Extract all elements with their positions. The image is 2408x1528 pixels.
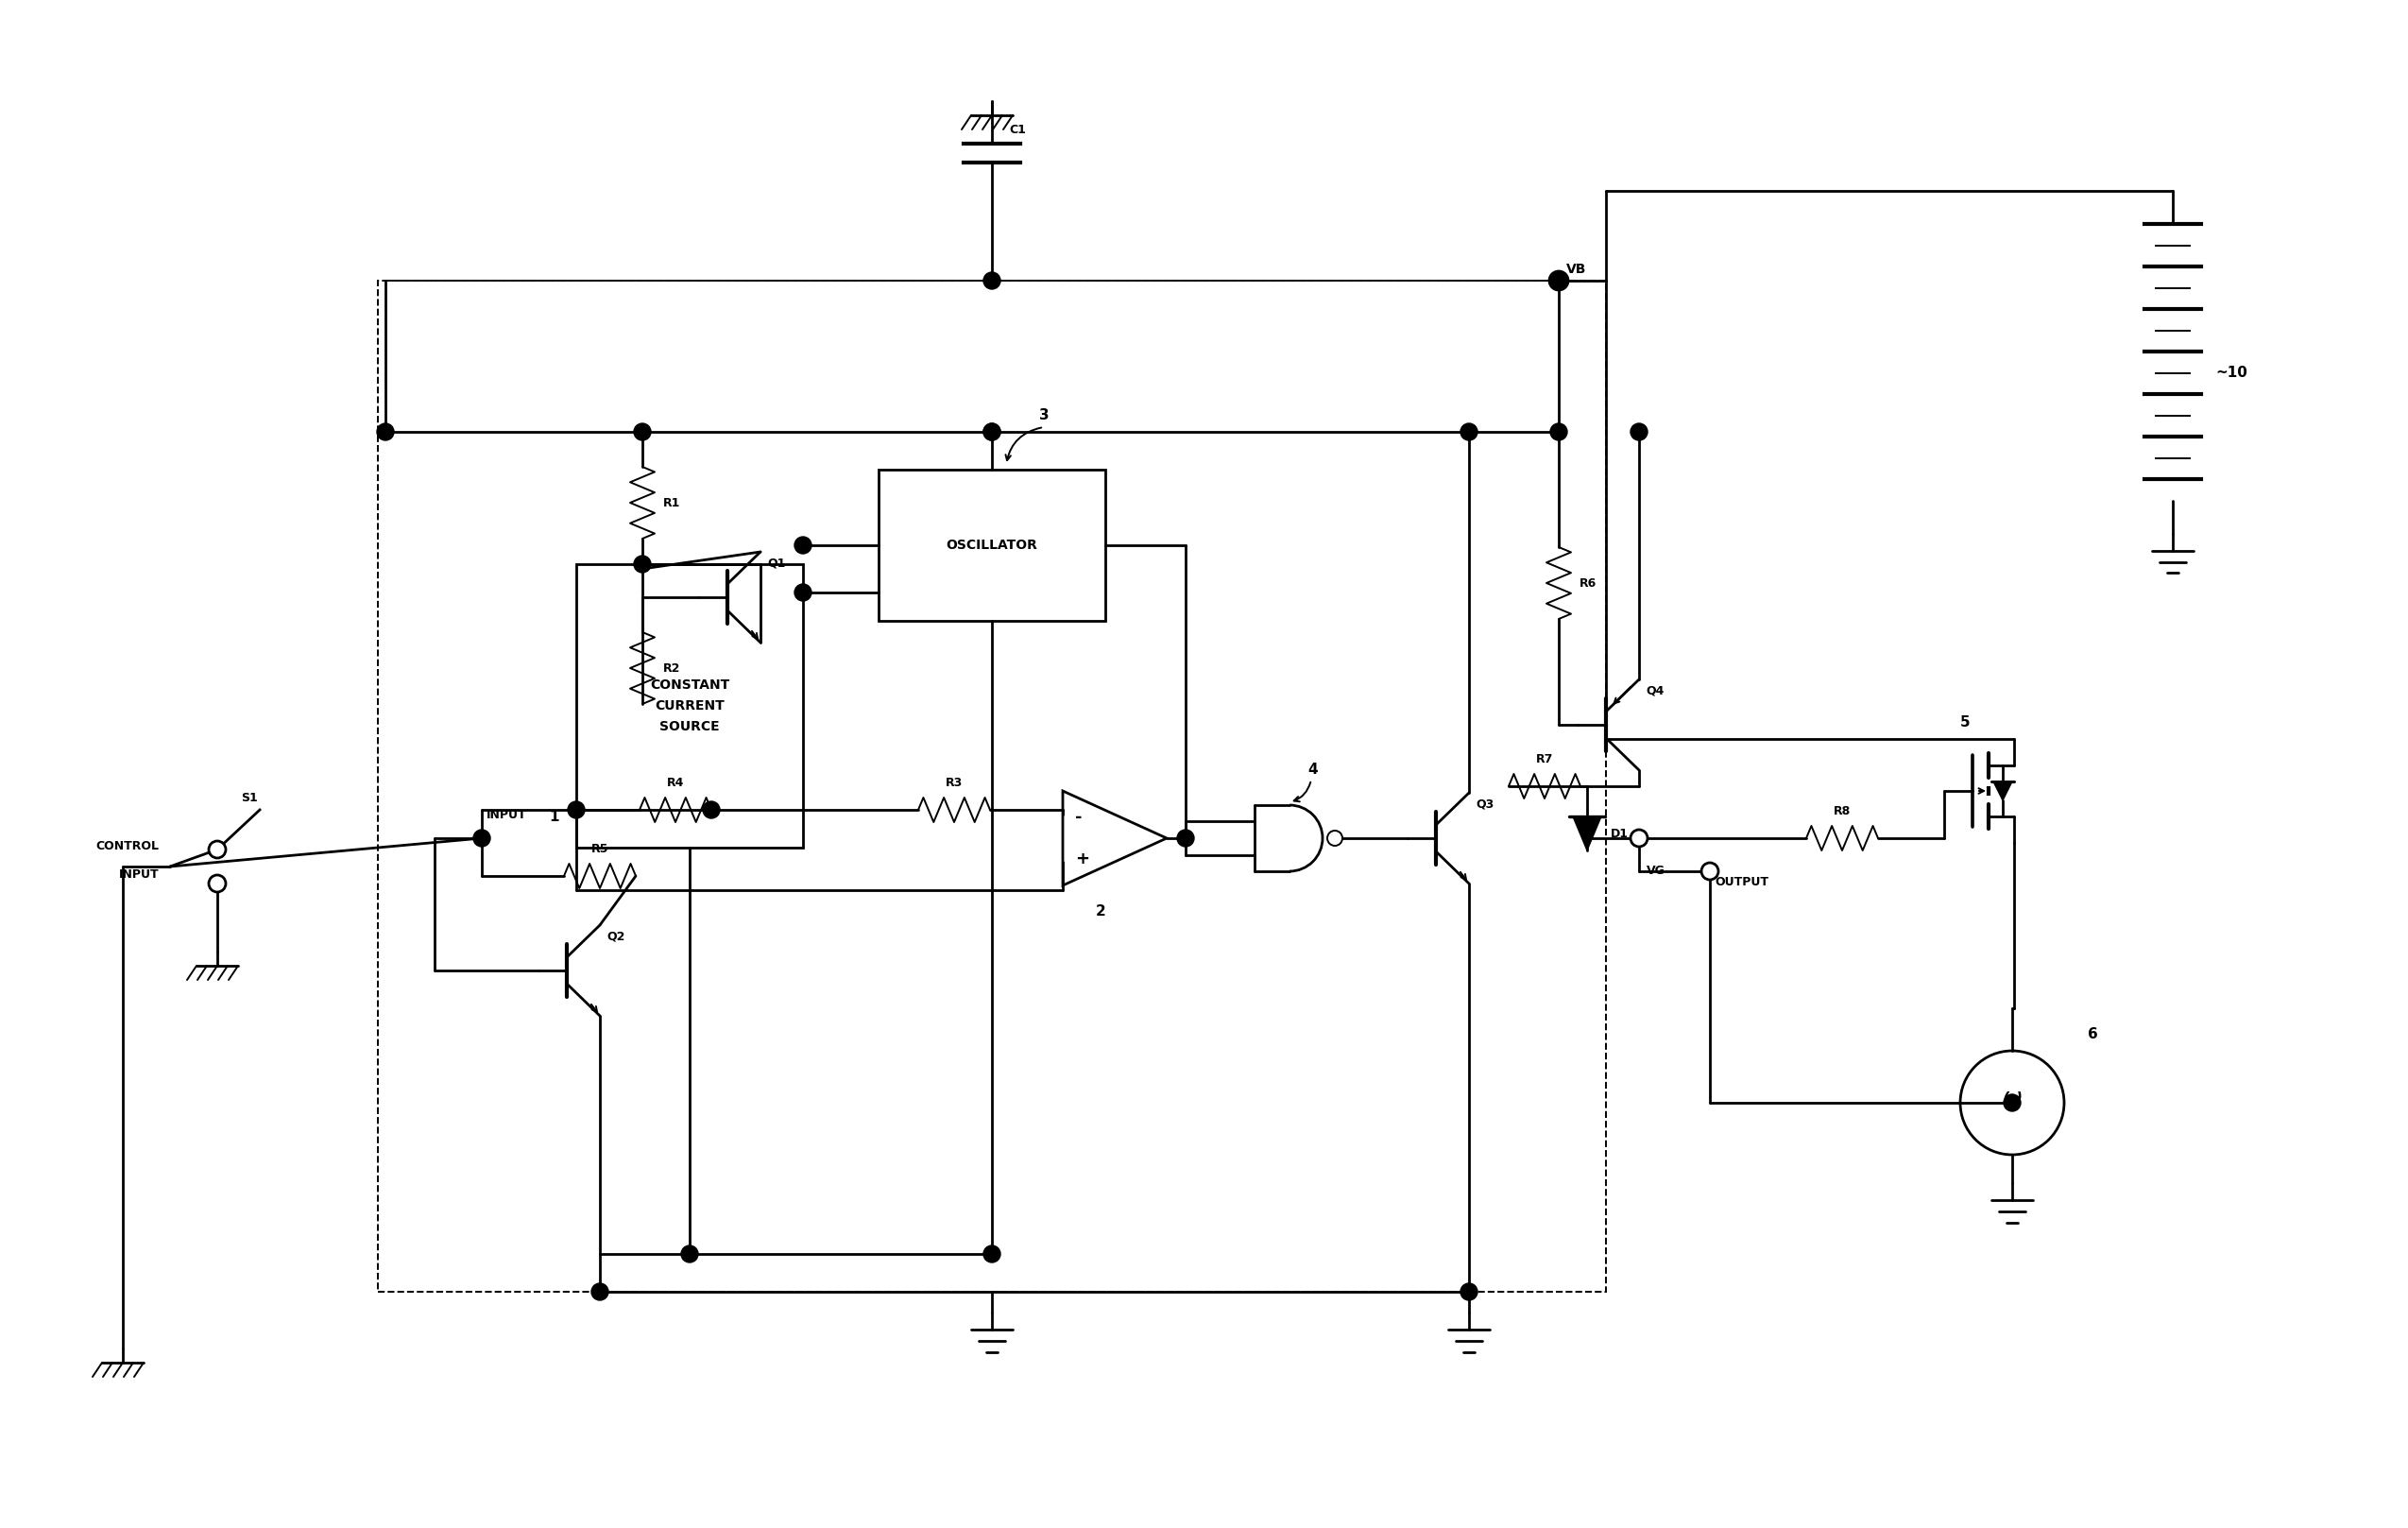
Text: +: + xyxy=(1074,851,1088,868)
Circle shape xyxy=(1178,830,1194,847)
Circle shape xyxy=(209,876,226,892)
Bar xyxy=(576,564,802,848)
Text: Q1: Q1 xyxy=(768,556,785,568)
Circle shape xyxy=(982,423,999,440)
Text: OUTPUT: OUTPUT xyxy=(1714,876,1767,888)
Text: 4: 4 xyxy=(1308,762,1317,776)
Text: Q2: Q2 xyxy=(607,931,624,943)
Polygon shape xyxy=(1994,781,2013,801)
Circle shape xyxy=(1702,863,1719,880)
Circle shape xyxy=(795,584,811,601)
Text: R2: R2 xyxy=(662,662,681,674)
Text: 5: 5 xyxy=(1960,715,1970,729)
Bar xyxy=(879,469,1105,620)
Text: D1: D1 xyxy=(1611,827,1628,839)
Text: CURRENT: CURRENT xyxy=(655,700,725,712)
Text: 3: 3 xyxy=(1038,408,1050,422)
Circle shape xyxy=(1551,272,1568,289)
Circle shape xyxy=(474,830,491,847)
Circle shape xyxy=(1630,423,1647,440)
Text: VB: VB xyxy=(1565,263,1587,277)
Polygon shape xyxy=(1572,816,1601,851)
Circle shape xyxy=(795,536,811,553)
Text: C1: C1 xyxy=(1009,124,1026,136)
Text: R6: R6 xyxy=(1580,578,1597,590)
Text: R7: R7 xyxy=(1536,753,1553,766)
Circle shape xyxy=(209,840,226,859)
Circle shape xyxy=(1630,830,1647,847)
Circle shape xyxy=(568,801,585,819)
Text: $\omega$: $\omega$ xyxy=(2001,1086,2023,1109)
Text: -: - xyxy=(1074,808,1081,827)
Text: 1: 1 xyxy=(549,810,559,824)
Circle shape xyxy=(1462,1284,1479,1300)
Text: R3: R3 xyxy=(946,776,963,788)
Text: CONSTANT: CONSTANT xyxy=(650,678,730,692)
Circle shape xyxy=(1327,831,1341,845)
Circle shape xyxy=(1551,423,1568,440)
Text: R8: R8 xyxy=(1832,805,1852,817)
Circle shape xyxy=(1462,423,1479,440)
Circle shape xyxy=(1548,270,1568,290)
Text: Q4: Q4 xyxy=(1645,685,1664,697)
Text: Q3: Q3 xyxy=(1476,798,1493,810)
Circle shape xyxy=(2003,1094,2020,1111)
Circle shape xyxy=(982,423,999,440)
Text: 2: 2 xyxy=(1096,905,1105,918)
Text: ~10: ~10 xyxy=(2215,365,2247,380)
Text: OSCILLATOR: OSCILLATOR xyxy=(946,539,1038,552)
Circle shape xyxy=(703,801,720,819)
Text: CONTROL: CONTROL xyxy=(96,839,159,853)
Text: R4: R4 xyxy=(667,776,684,788)
Text: INPUT: INPUT xyxy=(118,868,159,880)
Text: R5: R5 xyxy=(592,843,609,856)
Text: SOURCE: SOURCE xyxy=(660,720,720,733)
Text: INPUT: INPUT xyxy=(486,808,527,821)
Circle shape xyxy=(982,1245,999,1262)
Circle shape xyxy=(378,423,395,440)
Circle shape xyxy=(633,423,650,440)
Text: 6: 6 xyxy=(2088,1027,2097,1042)
Circle shape xyxy=(681,1245,698,1262)
Text: VG: VG xyxy=(1647,865,1666,877)
Text: S1: S1 xyxy=(241,792,258,804)
Circle shape xyxy=(633,556,650,573)
Circle shape xyxy=(982,272,999,289)
Text: R1: R1 xyxy=(662,497,681,509)
Circle shape xyxy=(592,1284,609,1300)
